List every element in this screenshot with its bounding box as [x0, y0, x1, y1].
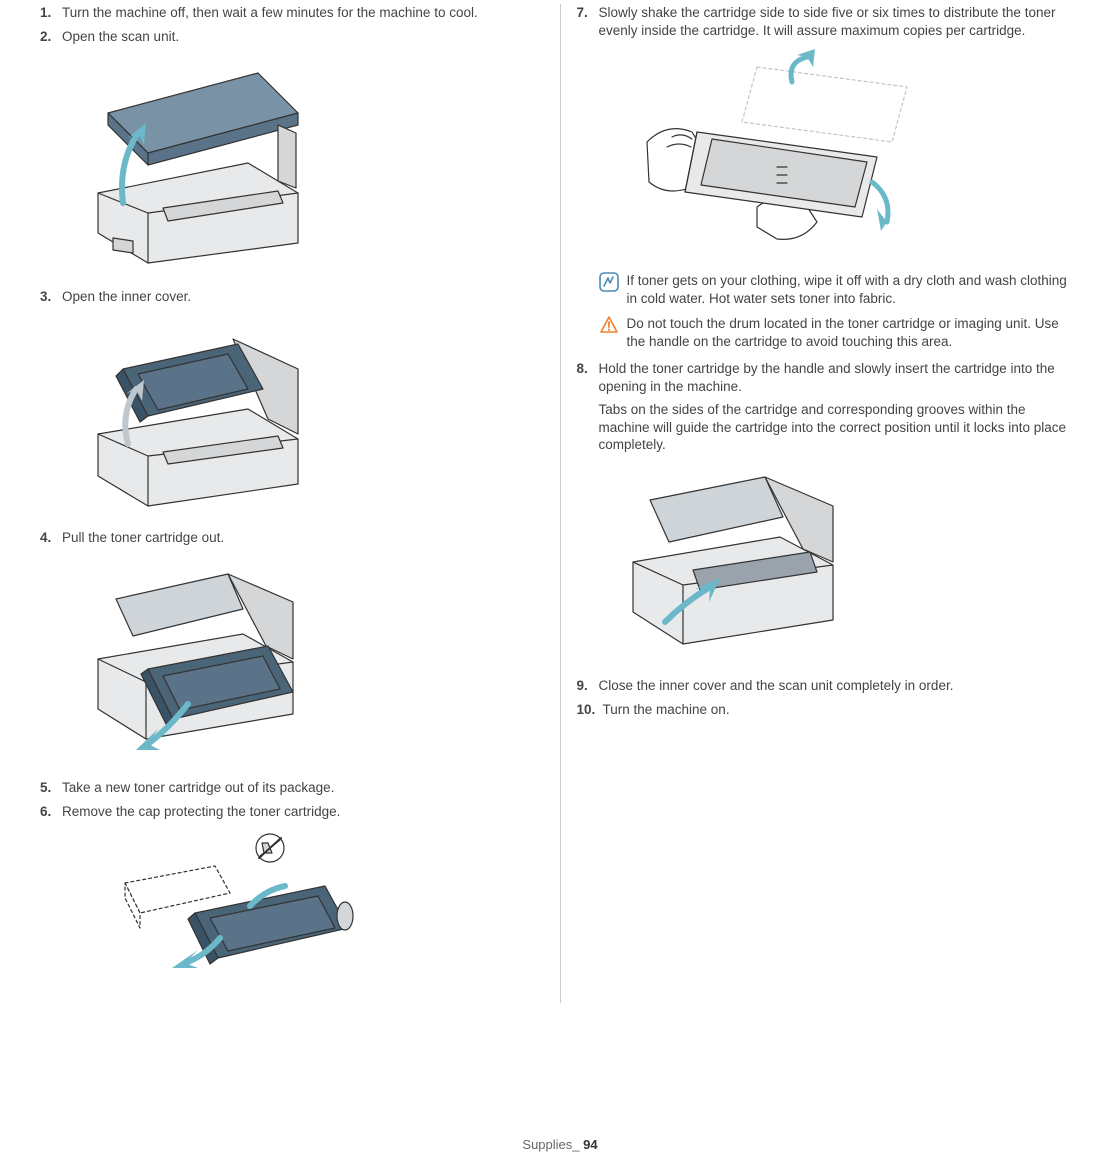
step-4: 4. Pull the toner cartridge out.: [40, 529, 544, 547]
note-text: Do not touch the drum located in the ton…: [627, 315, 1081, 350]
step-7: 7. Slowly shake the cartridge side to si…: [577, 4, 1081, 39]
step-8-sub: Tabs on the sides of the cartridge and c…: [599, 401, 1081, 454]
step-number: 1.: [40, 4, 62, 22]
note-warning: Do not touch the drum located in the ton…: [599, 315, 1081, 350]
right-column: 7. Slowly shake the cartridge side to si…: [561, 0, 1097, 1013]
step-6: 6. Remove the cap protecting the toner c…: [40, 803, 544, 821]
step-3: 3. Open the inner cover.: [40, 288, 544, 306]
figure-pull-cartridge: [68, 554, 544, 767]
figure-shake-cartridge: [637, 47, 1081, 260]
step-text: Pull the toner cartridge out.: [62, 529, 544, 547]
page-footer: Supplies_ 94: [0, 1137, 1120, 1152]
step-text: Close the inner cover and the scan unit …: [599, 677, 1081, 695]
step-text: Open the scan unit.: [62, 28, 544, 46]
step-text: Open the inner cover.: [62, 288, 544, 306]
figure-open-inner-cover: [68, 314, 544, 517]
step-number: 3.: [40, 288, 62, 306]
step-10: 10. Turn the machine on.: [577, 701, 1081, 719]
step-number: 8.: [577, 360, 599, 378]
step-number: 2.: [40, 28, 62, 46]
note-text: If toner gets on your clothing, wipe it …: [627, 272, 1081, 307]
step-2: 2. Open the scan unit.: [40, 28, 544, 46]
left-column: 1. Turn the machine off, then wait a few…: [24, 0, 560, 1013]
step-9: 9. Close the inner cover and the scan un…: [577, 677, 1081, 695]
footer-section: Supplies_: [522, 1137, 583, 1152]
step-number: 5.: [40, 779, 62, 797]
warning-icon: [599, 315, 619, 335]
figure-insert-cartridge: [605, 462, 1081, 665]
step-text: Hold the toner cartridge by the handle a…: [599, 360, 1081, 395]
note-info: If toner gets on your clothing, wipe it …: [599, 272, 1081, 307]
step-number: 9.: [577, 677, 599, 695]
figure-open-scan-unit: [68, 53, 544, 276]
step-text: Remove the cap protecting the toner cart…: [62, 803, 544, 821]
step-1: 1. Turn the machine off, then wait a few…: [40, 4, 544, 22]
footer-page-number: 94: [583, 1137, 597, 1152]
figure-remove-cap: [110, 828, 544, 1001]
step-text: Slowly shake the cartridge side to side …: [599, 4, 1081, 39]
step-text: Turn the machine off, then wait a few mi…: [62, 4, 544, 22]
step-number: 10.: [577, 701, 603, 719]
step-text: Take a new toner cartridge out of its pa…: [62, 779, 544, 797]
step-number: 7.: [577, 4, 599, 22]
step-text: Turn the machine on.: [603, 701, 1081, 719]
info-icon: [599, 272, 619, 292]
step-number: 4.: [40, 529, 62, 547]
step-5: 5. Take a new toner cartridge out of its…: [40, 779, 544, 797]
step-number: 6.: [40, 803, 62, 821]
step-8: 8. Hold the toner cartridge by the handl…: [577, 360, 1081, 395]
